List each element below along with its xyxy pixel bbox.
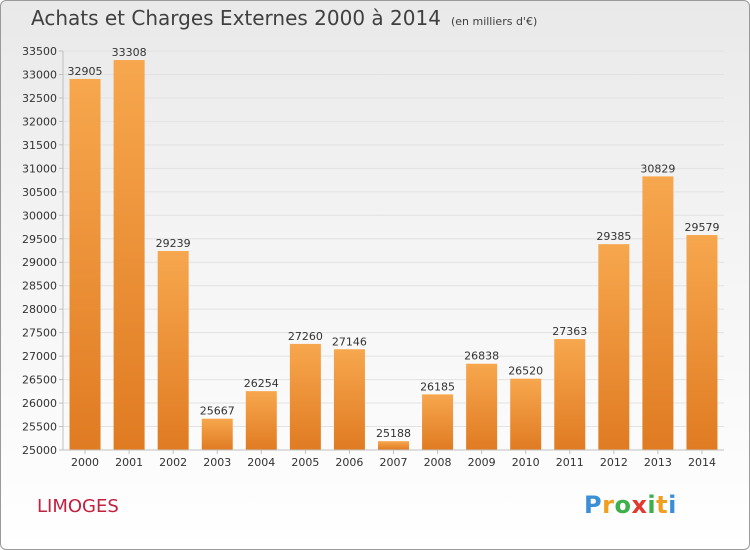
y-tick-label: 28000 — [22, 303, 57, 316]
y-tick-label: 32000 — [22, 115, 57, 128]
y-tick-label: 33500 — [22, 45, 57, 58]
x-tick-label: 2009 — [468, 456, 496, 469]
data-label: 29579 — [684, 221, 719, 234]
logo-letter: r — [602, 491, 615, 519]
y-tick-label: 30000 — [22, 209, 57, 222]
y-tick-label: 31500 — [22, 139, 57, 152]
x-tick-label: 2013 — [644, 456, 672, 469]
y-tick-label: 28500 — [22, 280, 57, 293]
x-tick-label: 2002 — [159, 456, 187, 469]
data-label: 33308 — [112, 46, 147, 59]
x-tick-label: 2011 — [556, 456, 584, 469]
data-label: 30829 — [640, 162, 675, 175]
y-tick-label: 25000 — [22, 444, 57, 457]
x-tick-label: 2014 — [688, 456, 716, 469]
data-label: 29239 — [156, 237, 191, 250]
y-tick-label: 32500 — [22, 92, 57, 105]
x-tick-label: 2010 — [512, 456, 540, 469]
proxiti-logo: Proxiti — [584, 491, 677, 519]
data-label: 25667 — [200, 405, 235, 418]
axes — [59, 50, 724, 454]
x-tick-label: 2001 — [115, 456, 143, 469]
data-label: 26254 — [244, 377, 279, 390]
bar-2008 — [422, 394, 454, 450]
bar-2000 — [69, 78, 101, 451]
y-tick-label: 29000 — [22, 256, 57, 269]
data-label: 26185 — [420, 380, 455, 393]
logo-letter: t — [656, 491, 669, 519]
y-tick-label: 25500 — [22, 421, 57, 434]
bar-2010 — [510, 378, 542, 450]
data-label: 26838 — [464, 350, 499, 363]
logo-letter: P — [584, 491, 603, 519]
y-tick-label: 31000 — [22, 162, 57, 175]
bar-2011 — [554, 339, 586, 450]
x-tick-label: 2008 — [424, 456, 452, 469]
city-label: LIMOGES — [37, 496, 119, 517]
bar-2006 — [333, 349, 365, 450]
y-tick-label: 27500 — [22, 327, 57, 340]
data-label: 27363 — [552, 325, 587, 338]
x-tick-label: 2007 — [380, 456, 408, 469]
chart-title: Achats et Charges Externes 2000 à 2014 (e… — [31, 6, 537, 30]
data-label: 26520 — [508, 365, 543, 378]
x-tick-label: 2006 — [335, 456, 363, 469]
bar-2004 — [245, 391, 277, 450]
data-label: 27146 — [332, 335, 367, 348]
labels: 25000 25500 26000 26500 27000 27500 28000 28500… — [22, 45, 719, 469]
bar-2013 — [642, 176, 674, 450]
y-tick-label: 26000 — [22, 397, 57, 410]
data-label: 27260 — [288, 330, 323, 343]
bar-2009 — [466, 363, 498, 450]
y-tick-label: 29500 — [22, 233, 57, 246]
y-tick-label: 26500 — [22, 374, 57, 387]
data-label: 32905 — [68, 65, 103, 78]
chart-title-text: Achats et Charges Externes 2000 à 2014 — [31, 6, 441, 30]
x-tick-label: 2003 — [203, 456, 231, 469]
logo-letter: i — [647, 491, 657, 519]
data-label: 25188 — [376, 427, 411, 440]
logo-letter: i — [668, 491, 677, 519]
logo-letter: x — [631, 491, 648, 519]
x-tick-label: 2004 — [247, 456, 275, 469]
bar-2001 — [113, 60, 145, 451]
x-tick-label: 2000 — [71, 456, 99, 469]
logo-letter: o — [614, 491, 632, 519]
y-tick-label: 27000 — [22, 350, 57, 363]
x-tick-label: 2012 — [600, 456, 628, 469]
y-tick-label: 33000 — [22, 68, 57, 81]
bar-2005 — [289, 343, 321, 450]
bar-2007 — [378, 441, 409, 450]
x-tick-label: 2005 — [291, 456, 319, 469]
bars — [69, 60, 718, 451]
y-tick-label: 30500 — [22, 186, 57, 199]
bar-2002 — [157, 251, 189, 450]
bar-2014 — [686, 235, 718, 450]
bar-2012 — [598, 244, 630, 450]
bar-2003 — [201, 418, 233, 450]
chart-subtitle: (en milliers d'€) — [450, 15, 538, 28]
data-label: 29385 — [596, 230, 631, 243]
